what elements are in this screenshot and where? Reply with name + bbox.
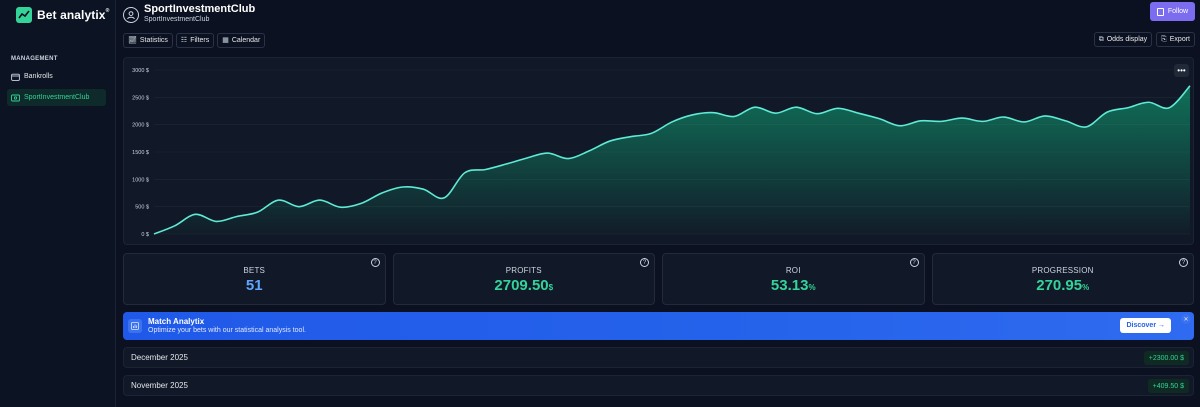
filters-button[interactable]: ☷ Filters	[175, 32, 215, 48]
page-header: SportInvestmentClub SportInvestmentClub …	[116, 0, 1200, 28]
stat-value: 270.95%	[1036, 277, 1090, 294]
chart-icon: 📈︎	[128, 37, 137, 44]
month-amount-badge: +409.50 $	[1147, 379, 1189, 393]
stat-label: PROGRESSION	[1031, 266, 1094, 275]
stat-label: PROFITS	[505, 266, 542, 275]
app-logo[interactable]: Bet analytix®	[0, 3, 115, 27]
chart-menu-icon[interactable]: •••	[1174, 64, 1189, 77]
sidebar-item-label: SportInvestmentClub	[24, 94, 90, 101]
filters-label: Filters	[190, 36, 210, 44]
stats-row: ? BETS 51 ? PROFITS 2709.50$ ? ROI 53.13…	[123, 253, 1194, 305]
help-icon[interactable]: ?	[1179, 258, 1188, 267]
month-row-november[interactable]: November 2025 +409.50 $	[123, 375, 1194, 396]
calendar-button[interactable]: ▦ Calendar	[217, 32, 266, 48]
follow-label: Follow	[1167, 8, 1189, 15]
page-title: SportInvestmentClub	[144, 3, 256, 15]
bankroll-icon	[11, 93, 20, 102]
month-label: November 2025	[131, 381, 188, 390]
profit-chart: 0 $ 500 $ 1000 $ 1500 $ 2000 $ 2500 $ 3000 $ •…	[123, 57, 1194, 245]
odds-display-label: Odds display	[1106, 36, 1148, 43]
y-tick-label: 2000 $	[132, 123, 149, 129]
stat-profits: ? PROFITS 2709.50$	[392, 253, 655, 305]
stat-value: 53.13%	[770, 277, 816, 294]
promo-subtitle: Optimize your bets with our statistical …	[148, 327, 306, 334]
sidebar-item-bankrolls[interactable]: Bankrolls	[7, 68, 106, 85]
y-tick-label: 1000 $	[132, 177, 149, 183]
promo-banner: Match Analytix Optimize your bets with o…	[123, 312, 1194, 340]
toolbar-right: ⧉ Odds display ⎘ Export	[1090, 32, 1195, 47]
toolbar: 📈︎ Statistics ☷ Filters ▦ Calendar ⧉ Odd…	[116, 31, 1200, 49]
y-tick-label: 0 $	[141, 232, 149, 238]
stat-value: 51	[245, 277, 263, 294]
y-tick-label: 3000 $	[132, 68, 149, 74]
stat-value: 2709.50$	[494, 277, 554, 294]
stat-label: ROI	[785, 266, 801, 275]
y-tick-label: 1500 $	[132, 150, 149, 156]
filter-icon: ☷	[180, 37, 188, 44]
month-row-december[interactable]: December 2025 +2300.00 $	[123, 347, 1194, 368]
calendar-label: Calendar	[231, 36, 261, 44]
stat-bets: ? BETS 51	[123, 253, 386, 305]
sidebar: Bet analytix® MANAGEMENT Bankrolls Sport…	[0, 0, 116, 407]
y-tick-label: 500 $	[135, 205, 149, 211]
export-icon: ⎘	[1161, 35, 1167, 43]
profit-area	[154, 85, 1190, 234]
user-avatar-icon	[123, 6, 139, 23]
analysis-icon	[128, 319, 142, 333]
stat-label: BETS	[243, 266, 266, 275]
page-subtitle: SportInvestmentClub	[144, 16, 210, 23]
bookmark-icon	[1156, 7, 1164, 16]
help-icon[interactable]: ?	[640, 258, 649, 267]
statistics-label: Statistics	[139, 36, 168, 44]
statistics-button[interactable]: 📈︎ Statistics	[123, 32, 173, 48]
stat-roi: ? ROI 53.13%	[662, 253, 925, 305]
calendar-icon: ▦	[222, 37, 229, 44]
profit-chart-svg: 0 $ 500 $ 1000 $ 1500 $ 2000 $ 2500 $ 3000 $	[132, 68, 1191, 238]
odds-display-button[interactable]: ⧉ Odds display	[1093, 32, 1153, 47]
sidebar-item-label: Bankrolls	[24, 73, 53, 80]
export-button[interactable]: ⎘ Export	[1156, 32, 1195, 47]
promo-text: Match Analytix Optimize your bets with o…	[148, 317, 306, 335]
help-icon[interactable]: ?	[370, 258, 380, 267]
sidebar-section-title: MANAGEMENT	[11, 56, 58, 62]
logo-chart-icon	[16, 7, 32, 23]
wallet-icon	[11, 72, 20, 81]
club-heading: SportInvestmentClub SportInvestmentClub	[144, 4, 255, 24]
month-amount-badge: +2300.00 $	[1143, 351, 1189, 365]
odds-icon: ⧉	[1098, 35, 1104, 43]
close-icon[interactable]: ✕	[1181, 314, 1191, 324]
sidebar-item-sportinvestmentclub[interactable]: SportInvestmentClub	[7, 89, 106, 106]
discover-button[interactable]: Discover →	[1120, 318, 1171, 333]
promo-title: Match Analytix	[148, 317, 205, 326]
follow-button[interactable]: Follow	[1150, 2, 1195, 21]
month-label: December 2025	[131, 353, 188, 362]
export-label: Export	[1169, 36, 1190, 43]
main-content: SportInvestmentClub SportInvestmentClub …	[116, 0, 1200, 407]
help-icon[interactable]: ?	[909, 258, 919, 267]
app-name: Bet analytix®	[37, 8, 110, 22]
stat-progression: ? PROGRESSION 270.95%	[931, 253, 1194, 305]
profit-line[interactable]	[153, 85, 1191, 235]
y-tick-label: 2500 $	[132, 95, 149, 101]
